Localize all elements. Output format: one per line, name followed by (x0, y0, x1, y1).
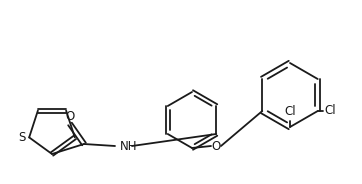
Text: O: O (211, 139, 220, 153)
Text: S: S (18, 131, 26, 144)
Text: NH: NH (120, 139, 138, 153)
Text: Cl: Cl (284, 105, 296, 118)
Text: Cl: Cl (325, 105, 336, 118)
Text: O: O (66, 111, 75, 123)
